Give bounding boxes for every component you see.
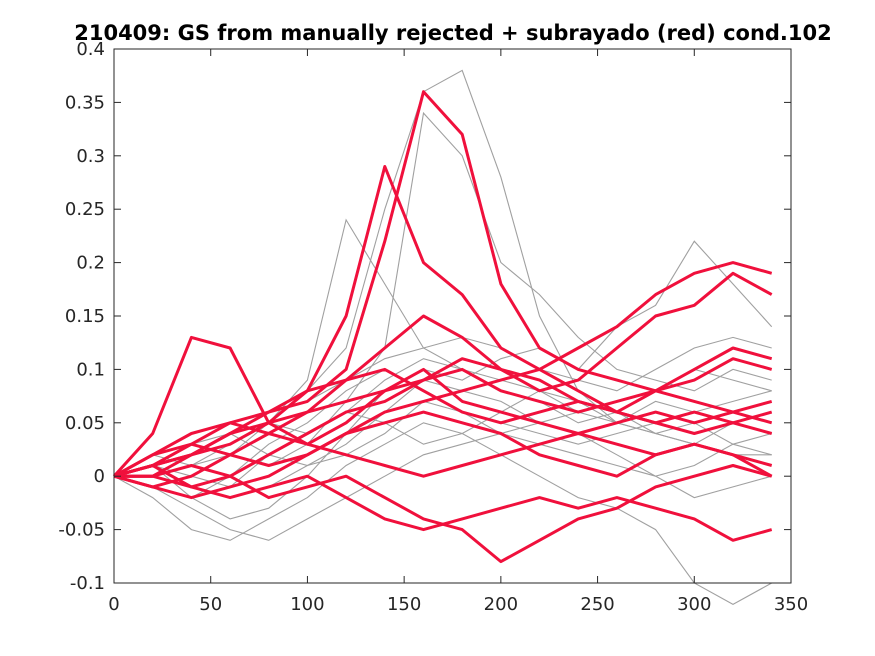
tick-layer: 0 50 100 150 200 250 300 350 -0.1 -0.05 0 0.05 0.1 0.… bbox=[58, 39, 808, 615]
y-tick-label: 0.25 bbox=[65, 199, 105, 220]
series-line-2 bbox=[113, 422, 772, 606]
series-line-5 bbox=[113, 432, 772, 541]
x-tick-label: 100 bbox=[290, 594, 324, 615]
x-tick-label: 0 bbox=[108, 594, 119, 615]
y-tick-label: 0 bbox=[94, 466, 105, 487]
x-tick-label: 350 bbox=[774, 594, 808, 615]
y-tick-label: 0.05 bbox=[65, 413, 105, 434]
series-line-23 bbox=[114, 346, 773, 489]
series-layer bbox=[112, 69, 773, 606]
y-tick-label: 0.4 bbox=[76, 39, 105, 60]
series-line-16 bbox=[113, 261, 773, 478]
series-line-21 bbox=[113, 410, 773, 500]
series-line-0 bbox=[113, 69, 772, 477]
series-line-18 bbox=[114, 464, 773, 564]
y-tick-label: 0.35 bbox=[65, 92, 105, 113]
y-tick-label: -0.1 bbox=[70, 573, 105, 594]
chart-title: 210409: GS from manually rejected + subr… bbox=[74, 21, 832, 45]
series-line-13 bbox=[113, 165, 773, 478]
series-line-7 bbox=[113, 390, 772, 488]
series-line-20 bbox=[113, 399, 773, 478]
x-tick-label: 250 bbox=[580, 594, 614, 615]
y-tick-label: 0.2 bbox=[76, 253, 105, 274]
series-line-19 bbox=[113, 357, 773, 478]
series-line-15 bbox=[113, 271, 773, 489]
y-tick-label: 0.3 bbox=[76, 146, 105, 167]
y-tick-label: -0.05 bbox=[58, 520, 105, 541]
series-line-17 bbox=[113, 464, 773, 542]
series-line-22 bbox=[113, 367, 773, 478]
x-tick-label: 300 bbox=[677, 594, 711, 615]
x-tick-label: 200 bbox=[484, 594, 518, 615]
x-tick-label: 50 bbox=[199, 594, 222, 615]
axes-box bbox=[113, 48, 792, 584]
series-line-11 bbox=[113, 358, 772, 477]
y-tick-label: 0.1 bbox=[76, 359, 105, 380]
x-tick-label: 150 bbox=[387, 594, 421, 615]
y-tick-label: 0.15 bbox=[65, 306, 105, 327]
series-line-4 bbox=[114, 111, 772, 477]
